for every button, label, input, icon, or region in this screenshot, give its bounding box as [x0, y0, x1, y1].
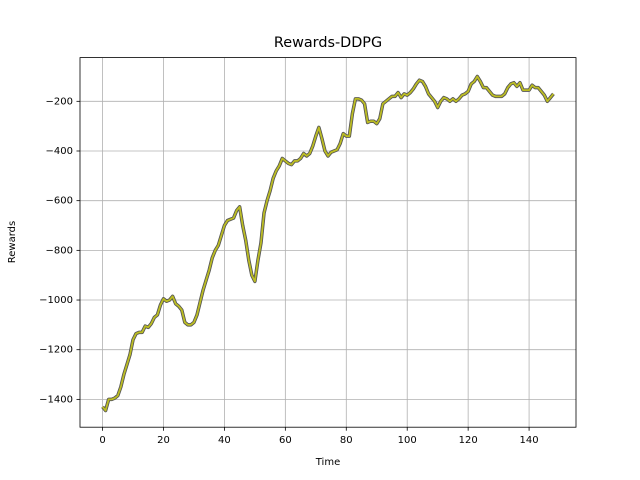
y-tick-label: −1000 [39, 295, 73, 306]
x-tick-label: 60 [279, 435, 292, 446]
line [101, 75, 555, 412]
x-axis-label: Time [315, 457, 340, 468]
y-tick-label: −1200 [39, 345, 73, 356]
y-tick-label: −400 [46, 146, 73, 157]
x-tick-label: 20 [157, 435, 170, 446]
chart-title: Rewards-DDPG [274, 35, 382, 51]
plot-frame [79, 57, 577, 428]
line-outline [101, 74, 555, 413]
x-tick-label: 80 [340, 435, 353, 446]
y-tick-label: −600 [46, 196, 73, 207]
x-tick-label: 140 [520, 435, 539, 446]
y-tick-label: −200 [46, 96, 73, 107]
y-axis-label: Rewards [7, 221, 18, 263]
x-tick-label: 0 [99, 435, 105, 446]
x-tick-label: 40 [218, 435, 231, 446]
x-tick-label: 120 [459, 435, 478, 446]
x-tick-label: 100 [398, 435, 417, 446]
y-tick-label: −800 [46, 245, 73, 256]
y-tick-label: −1400 [39, 394, 73, 405]
